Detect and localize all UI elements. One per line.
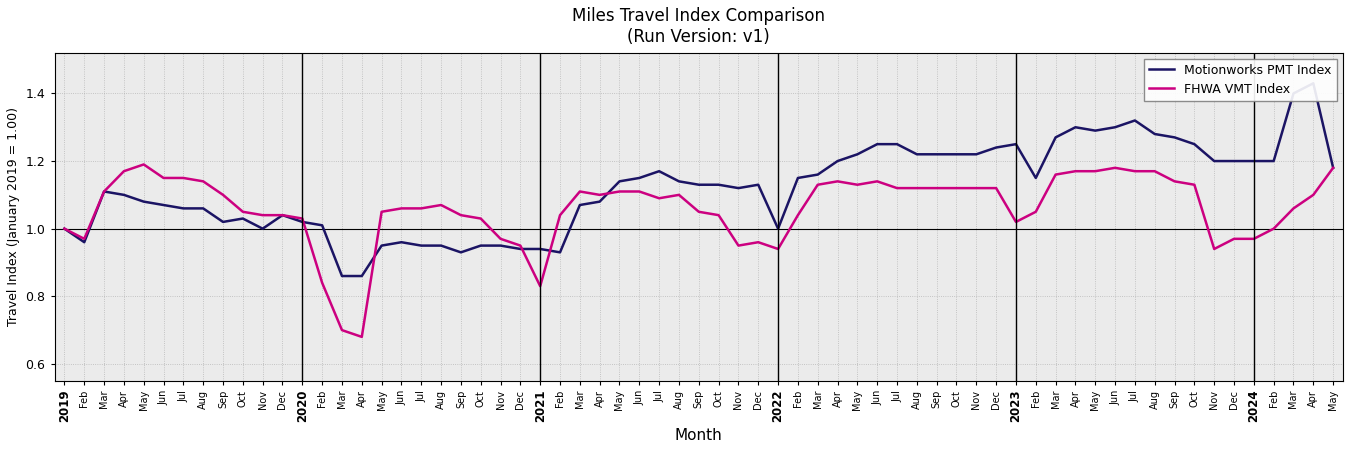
Line: FHWA VMT Index: FHWA VMT Index (65, 164, 1334, 337)
Line: Motionworks PMT Index: Motionworks PMT Index (65, 83, 1334, 276)
X-axis label: Month: Month (675, 428, 722, 443)
Motionworks PMT Index (612, 179, 628, 184)
FHWA VMT Index (354, 334, 370, 340)
FHWA VMT Index (135, 162, 151, 167)
Motionworks PMT Index (333, 273, 350, 279)
FHWA VMT Index (1187, 182, 1203, 188)
FHWA VMT Index (472, 216, 489, 221)
Motionworks PMT Index (1326, 165, 1342, 171)
Motionworks PMT Index (452, 250, 468, 255)
Motionworks PMT Index (1166, 135, 1183, 140)
Y-axis label: Travel Index (January 2019 = 1.00): Travel Index (January 2019 = 1.00) (7, 108, 20, 326)
FHWA VMT Index (1285, 206, 1301, 211)
Motionworks PMT Index (730, 185, 747, 191)
Motionworks PMT Index (57, 226, 73, 231)
Legend: Motionworks PMT Index, FHWA VMT Index: Motionworks PMT Index, FHWA VMT Index (1145, 59, 1336, 101)
Motionworks PMT Index (374, 243, 390, 248)
FHWA VMT Index (1326, 165, 1342, 171)
Motionworks PMT Index (1265, 158, 1281, 164)
FHWA VMT Index (751, 239, 767, 245)
Motionworks PMT Index (1305, 81, 1322, 86)
FHWA VMT Index (632, 189, 648, 194)
FHWA VMT Index (393, 206, 409, 211)
FHWA VMT Index (57, 226, 73, 231)
Title: Miles Travel Index Comparison
(Run Version: v1): Miles Travel Index Comparison (Run Versi… (572, 7, 825, 46)
